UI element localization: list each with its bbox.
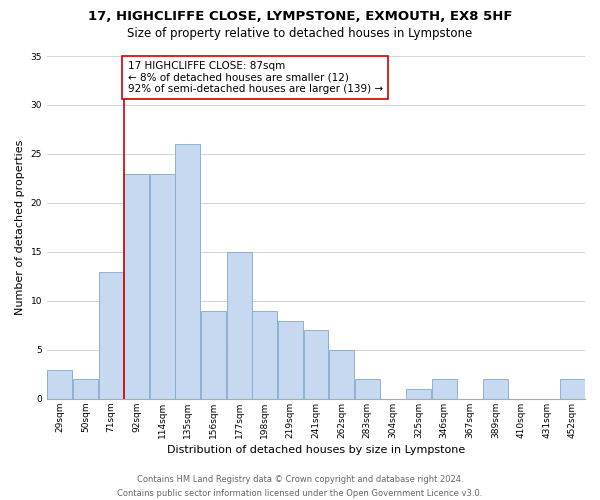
Bar <box>47 370 72 399</box>
Bar <box>304 330 328 399</box>
Bar <box>98 272 124 399</box>
Text: 17 HIGHCLIFFE CLOSE: 87sqm
← 8% of detached houses are smaller (12)
92% of semi-: 17 HIGHCLIFFE CLOSE: 87sqm ← 8% of detac… <box>128 61 383 94</box>
Text: Size of property relative to detached houses in Lympstone: Size of property relative to detached ho… <box>127 28 473 40</box>
Bar <box>124 174 149 399</box>
Text: Contains HM Land Registry data © Crown copyright and database right 2024.
Contai: Contains HM Land Registry data © Crown c… <box>118 476 482 498</box>
Bar <box>406 389 431 399</box>
Bar <box>431 380 457 399</box>
Bar <box>73 380 98 399</box>
Bar <box>150 174 175 399</box>
Bar <box>227 252 251 399</box>
Bar <box>175 144 200 399</box>
Y-axis label: Number of detached properties: Number of detached properties <box>15 140 25 315</box>
Bar <box>483 380 508 399</box>
Bar <box>560 380 584 399</box>
X-axis label: Distribution of detached houses by size in Lympstone: Distribution of detached houses by size … <box>167 445 465 455</box>
Bar <box>355 380 380 399</box>
Bar <box>278 320 303 399</box>
Bar <box>252 310 277 399</box>
Bar <box>201 310 226 399</box>
Text: 17, HIGHCLIFFE CLOSE, LYMPSTONE, EXMOUTH, EX8 5HF: 17, HIGHCLIFFE CLOSE, LYMPSTONE, EXMOUTH… <box>88 10 512 23</box>
Bar <box>329 350 354 399</box>
